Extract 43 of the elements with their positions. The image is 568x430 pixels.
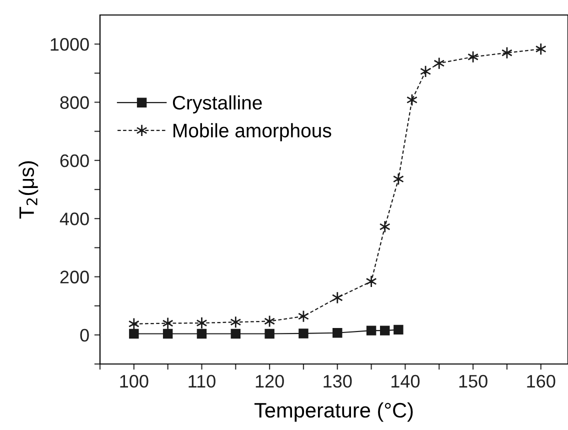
point: [162, 328, 173, 339]
point: [128, 318, 140, 330]
x-axis-title: Temperature (°C): [254, 402, 413, 422]
point: [129, 328, 139, 339]
point: [406, 94, 418, 106]
point: [434, 57, 445, 70]
x-tick-label: 150: [459, 374, 488, 388]
point: [230, 316, 242, 328]
y-tick-label: 0: [80, 328, 89, 342]
y-tick-label: 600: [60, 154, 89, 168]
point: [332, 291, 343, 304]
point: [264, 314, 276, 328]
point: [162, 317, 174, 330]
point: [264, 328, 274, 339]
x-tick-label: 140: [392, 374, 420, 388]
x-tick-label: 130: [324, 374, 352, 388]
point: [298, 310, 309, 323]
point: [366, 275, 377, 288]
x-tick-label: 110: [188, 374, 216, 388]
y-tick-label: 200: [60, 270, 89, 284]
y-tick-label: 800: [60, 96, 89, 109]
legend-label: Crystalline: [172, 95, 262, 114]
point: [380, 326, 390, 336]
x-tick-label: 120: [256, 374, 284, 388]
y-tick-label: 1000: [50, 38, 89, 51]
legend-label: Mobile amorphous: [174, 123, 332, 142]
point: [196, 316, 208, 330]
point: [420, 65, 432, 78]
point: [392, 172, 404, 186]
y-tick-label: 400: [60, 212, 89, 226]
x-tick-label: 160: [527, 374, 556, 388]
point: [468, 50, 479, 64]
y-axis-title: T$_{2}$(μs): [18, 161, 38, 219]
x-tick-label: 100: [120, 374, 148, 388]
point: [332, 328, 342, 338]
point: [230, 328, 241, 339]
point: [394, 324, 404, 335]
point: [501, 46, 512, 60]
point: [535, 42, 546, 56]
point: [379, 220, 390, 233]
point: [196, 328, 207, 339]
point: [366, 326, 376, 336]
point: [298, 328, 308, 338]
